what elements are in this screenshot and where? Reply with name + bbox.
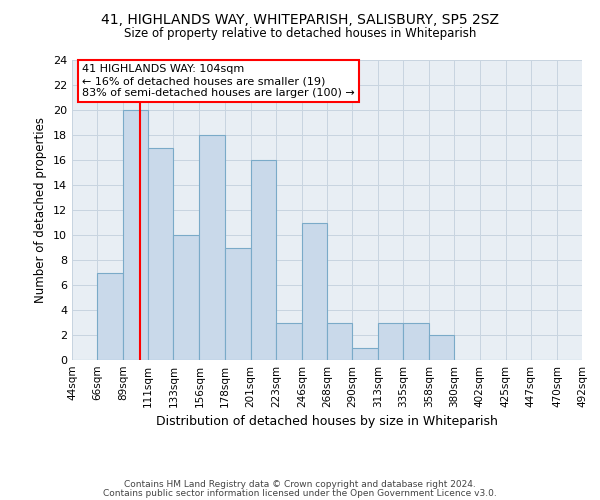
- Bar: [173, 235, 199, 360]
- X-axis label: Distribution of detached houses by size in Whiteparish: Distribution of detached houses by size …: [156, 416, 498, 428]
- Text: 41, HIGHLANDS WAY, WHITEPARISH, SALISBURY, SP5 2SZ: 41, HIGHLANDS WAY, WHITEPARISH, SALISBUR…: [101, 12, 499, 26]
- Bar: [276, 322, 302, 360]
- Y-axis label: Number of detached properties: Number of detached properties: [34, 117, 47, 303]
- Bar: [97, 272, 123, 360]
- Text: Size of property relative to detached houses in Whiteparish: Size of property relative to detached ho…: [124, 28, 476, 40]
- Bar: [251, 160, 276, 360]
- Bar: [352, 348, 378, 360]
- Text: Contains public sector information licensed under the Open Government Licence v3: Contains public sector information licen…: [103, 488, 497, 498]
- Bar: [403, 322, 430, 360]
- Bar: [224, 248, 251, 360]
- Text: Contains HM Land Registry data © Crown copyright and database right 2024.: Contains HM Land Registry data © Crown c…: [124, 480, 476, 489]
- Text: 41 HIGHLANDS WAY: 104sqm
← 16% of detached houses are smaller (19)
83% of semi-d: 41 HIGHLANDS WAY: 104sqm ← 16% of detach…: [82, 64, 355, 98]
- Bar: [123, 110, 148, 360]
- Bar: [430, 335, 454, 360]
- Bar: [148, 148, 173, 360]
- Bar: [199, 135, 224, 360]
- Bar: [302, 222, 327, 360]
- Bar: [378, 322, 403, 360]
- Bar: [327, 322, 352, 360]
